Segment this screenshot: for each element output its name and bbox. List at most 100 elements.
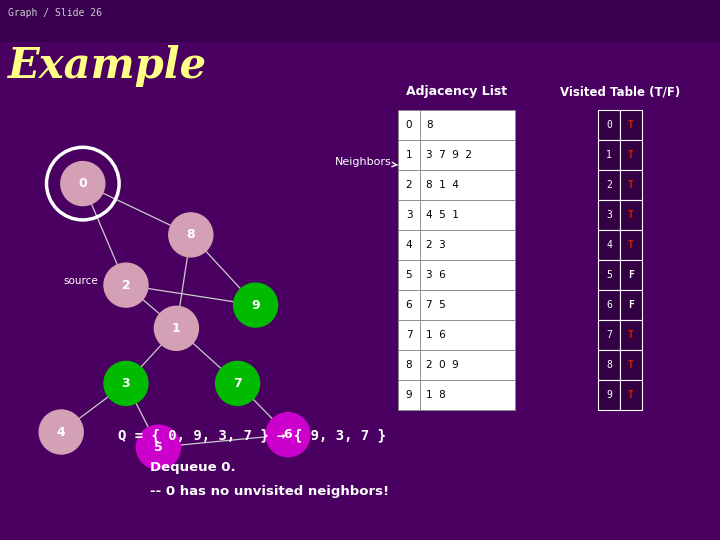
FancyBboxPatch shape bbox=[420, 380, 515, 410]
FancyBboxPatch shape bbox=[620, 350, 642, 380]
FancyBboxPatch shape bbox=[420, 290, 515, 320]
FancyBboxPatch shape bbox=[398, 350, 420, 380]
Text: Graph / Slide 26: Graph / Slide 26 bbox=[8, 8, 102, 18]
Text: 6: 6 bbox=[606, 300, 612, 310]
Text: 1: 1 bbox=[405, 150, 413, 160]
Text: 0: 0 bbox=[606, 120, 612, 130]
Text: 8: 8 bbox=[606, 360, 612, 370]
FancyBboxPatch shape bbox=[398, 290, 420, 320]
Text: 4: 4 bbox=[57, 426, 66, 438]
Text: 5: 5 bbox=[606, 270, 612, 280]
Text: Example: Example bbox=[8, 45, 207, 87]
Text: Q = { 0, 9, 3, 7 } → { 9, 3, 7 }: Q = { 0, 9, 3, 7 } → { 9, 3, 7 } bbox=[118, 428, 386, 442]
Text: 8: 8 bbox=[186, 228, 195, 241]
Circle shape bbox=[136, 425, 181, 469]
Circle shape bbox=[215, 361, 260, 406]
FancyBboxPatch shape bbox=[0, 0, 720, 42]
FancyBboxPatch shape bbox=[420, 320, 515, 350]
Text: 2: 2 bbox=[122, 279, 130, 292]
FancyBboxPatch shape bbox=[398, 320, 420, 350]
Circle shape bbox=[60, 161, 105, 206]
Text: Visited Table (T/F): Visited Table (T/F) bbox=[560, 85, 680, 98]
Text: 8  1  4: 8 1 4 bbox=[426, 180, 459, 190]
FancyBboxPatch shape bbox=[420, 230, 515, 260]
Text: Neighbors: Neighbors bbox=[335, 157, 397, 167]
Text: 8: 8 bbox=[405, 360, 413, 370]
Text: 5: 5 bbox=[154, 441, 163, 454]
Text: 3: 3 bbox=[122, 377, 130, 390]
Circle shape bbox=[154, 306, 199, 350]
Text: T: T bbox=[628, 360, 634, 370]
FancyBboxPatch shape bbox=[598, 110, 620, 140]
FancyBboxPatch shape bbox=[420, 260, 515, 290]
Text: -- 0 has no unvisited neighbors!: -- 0 has no unvisited neighbors! bbox=[150, 485, 389, 498]
FancyBboxPatch shape bbox=[398, 140, 420, 170]
Circle shape bbox=[266, 413, 310, 457]
FancyBboxPatch shape bbox=[420, 140, 515, 170]
Text: 3  6: 3 6 bbox=[426, 270, 446, 280]
FancyBboxPatch shape bbox=[398, 200, 420, 230]
Text: 2  3: 2 3 bbox=[426, 240, 446, 250]
FancyBboxPatch shape bbox=[598, 230, 620, 260]
Text: 1  6: 1 6 bbox=[426, 330, 446, 340]
FancyBboxPatch shape bbox=[420, 350, 515, 380]
Text: T: T bbox=[628, 120, 634, 130]
FancyBboxPatch shape bbox=[598, 290, 620, 320]
Text: T: T bbox=[628, 330, 634, 340]
FancyBboxPatch shape bbox=[420, 170, 515, 200]
Text: 7: 7 bbox=[405, 330, 413, 340]
Text: 7: 7 bbox=[606, 330, 612, 340]
FancyBboxPatch shape bbox=[598, 260, 620, 290]
FancyBboxPatch shape bbox=[620, 200, 642, 230]
FancyBboxPatch shape bbox=[620, 290, 642, 320]
Text: 5: 5 bbox=[405, 270, 413, 280]
Text: F: F bbox=[628, 270, 634, 280]
Text: 9: 9 bbox=[251, 299, 260, 312]
Circle shape bbox=[233, 283, 278, 327]
Text: 2: 2 bbox=[606, 180, 612, 190]
Text: 4: 4 bbox=[606, 240, 612, 250]
Text: 6: 6 bbox=[405, 300, 413, 310]
Circle shape bbox=[104, 263, 148, 307]
Circle shape bbox=[168, 213, 213, 257]
FancyBboxPatch shape bbox=[620, 260, 642, 290]
Text: 4: 4 bbox=[405, 240, 413, 250]
Text: 0: 0 bbox=[406, 120, 413, 130]
FancyBboxPatch shape bbox=[420, 110, 515, 140]
Text: T: T bbox=[628, 390, 634, 400]
Text: Dequeue 0.: Dequeue 0. bbox=[150, 462, 235, 475]
Text: 7: 7 bbox=[233, 377, 242, 390]
Text: F: F bbox=[628, 300, 634, 310]
FancyBboxPatch shape bbox=[598, 140, 620, 170]
Text: 3  7  9  2: 3 7 9 2 bbox=[426, 150, 472, 160]
Text: 1  8: 1 8 bbox=[426, 390, 446, 400]
Text: T: T bbox=[628, 150, 634, 160]
FancyBboxPatch shape bbox=[598, 170, 620, 200]
FancyBboxPatch shape bbox=[620, 140, 642, 170]
Text: 3: 3 bbox=[405, 210, 413, 220]
FancyBboxPatch shape bbox=[398, 380, 420, 410]
FancyBboxPatch shape bbox=[598, 350, 620, 380]
Text: T: T bbox=[628, 240, 634, 250]
FancyBboxPatch shape bbox=[620, 320, 642, 350]
FancyBboxPatch shape bbox=[398, 110, 420, 140]
FancyBboxPatch shape bbox=[598, 380, 620, 410]
Text: 9: 9 bbox=[405, 390, 413, 400]
Text: 9: 9 bbox=[606, 390, 612, 400]
FancyBboxPatch shape bbox=[620, 380, 642, 410]
Text: source: source bbox=[63, 276, 98, 286]
Text: 3: 3 bbox=[606, 210, 612, 220]
FancyBboxPatch shape bbox=[598, 320, 620, 350]
Text: T: T bbox=[628, 180, 634, 190]
FancyBboxPatch shape bbox=[420, 200, 515, 230]
Text: 4  5  1: 4 5 1 bbox=[426, 210, 459, 220]
Text: 1: 1 bbox=[172, 322, 181, 335]
FancyBboxPatch shape bbox=[398, 260, 420, 290]
FancyBboxPatch shape bbox=[620, 170, 642, 200]
FancyBboxPatch shape bbox=[398, 170, 420, 200]
Text: 8: 8 bbox=[426, 120, 433, 130]
Circle shape bbox=[104, 361, 148, 406]
FancyBboxPatch shape bbox=[398, 230, 420, 260]
Text: 2  0  9: 2 0 9 bbox=[426, 360, 459, 370]
FancyBboxPatch shape bbox=[598, 200, 620, 230]
